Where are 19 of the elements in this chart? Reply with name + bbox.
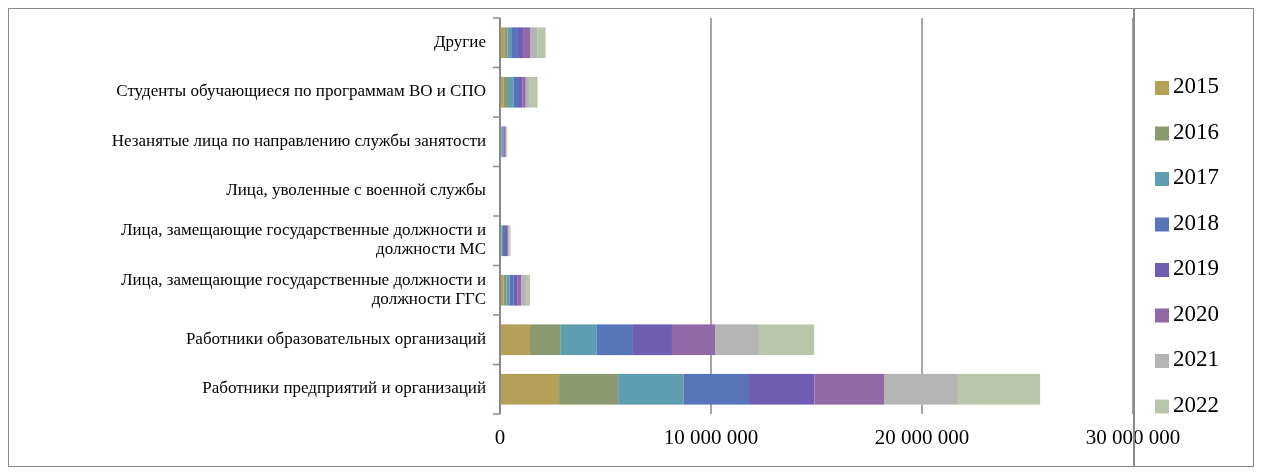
y-tick-label: Лица, замещающие государственные должности и должности МС bbox=[120, 220, 486, 259]
y-tick-label: Лица, замещающие государственные должности и должности ГГС bbox=[120, 269, 486, 308]
legend-label: 2019 bbox=[1173, 255, 1219, 281]
legend-label: 2017 bbox=[1173, 164, 1219, 190]
legend-label: 2020 bbox=[1173, 300, 1219, 326]
legend-label: 2018 bbox=[1173, 209, 1219, 235]
y-tick-label: Лица, уволенные с военной службы bbox=[226, 180, 487, 200]
y-tick-label: Другие bbox=[434, 31, 486, 51]
y-tick-label: Незанятые лица по направлению службы занятости bbox=[111, 130, 486, 150]
x-tick-label: 10 000 000 bbox=[663, 425, 759, 449]
legend-label: 2021 bbox=[1173, 346, 1219, 372]
y-tick-label: Работники предприятий и организаций bbox=[202, 378, 486, 398]
y-tick-label: Работники образовательных организаций bbox=[185, 328, 486, 348]
legend-label: 2022 bbox=[1173, 391, 1219, 417]
x-tick-label: 20 000 000 bbox=[874, 425, 970, 449]
legend-label: 2016 bbox=[1173, 118, 1219, 144]
legend-label: 2015 bbox=[1173, 73, 1219, 99]
x-tick-label: 0 bbox=[494, 425, 506, 449]
y-tick-label: Студенты обучающиеся по программам ВО и СПО bbox=[116, 81, 486, 101]
